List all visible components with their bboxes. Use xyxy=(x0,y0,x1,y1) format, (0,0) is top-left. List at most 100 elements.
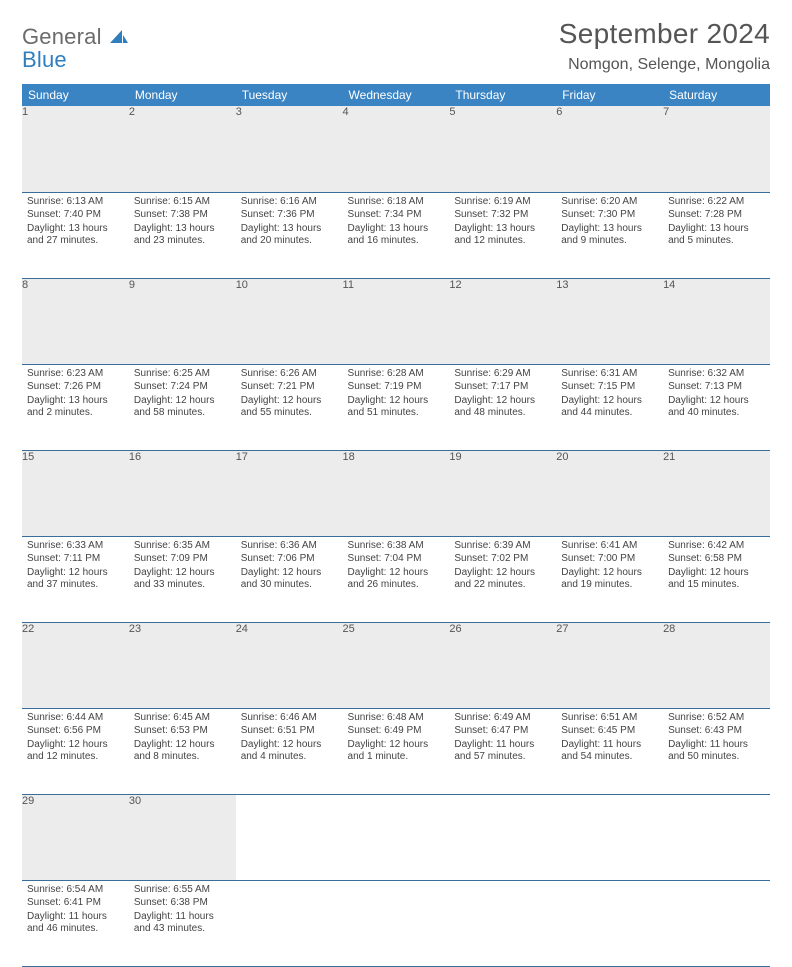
day-number: 7 xyxy=(663,106,770,192)
daylight-line: Daylight: 13 hours and 23 minutes. xyxy=(134,223,231,248)
sunrise-line: Sunrise: 6:23 AM xyxy=(27,368,124,381)
day-number: 24 xyxy=(236,622,343,708)
day-cell: Sunrise: 6:32 AMSunset: 7:13 PMDaylight:… xyxy=(663,364,770,450)
day-details: Sunrise: 6:48 AMSunset: 6:49 PMDaylight:… xyxy=(343,709,450,769)
day-cell: Sunrise: 6:15 AMSunset: 7:38 PMDaylight:… xyxy=(129,192,236,278)
day-cell: Sunrise: 6:20 AMSunset: 7:30 PMDaylight:… xyxy=(556,192,663,278)
day-cell: Sunrise: 6:39 AMSunset: 7:02 PMDaylight:… xyxy=(449,536,556,622)
day-cell: Sunrise: 6:55 AMSunset: 6:38 PMDaylight:… xyxy=(129,880,236,966)
sunset-line: Sunset: 6:51 PM xyxy=(241,725,338,738)
day-details: Sunrise: 6:31 AMSunset: 7:15 PMDaylight:… xyxy=(556,365,663,425)
sunrise-line: Sunrise: 6:54 AM xyxy=(27,884,124,897)
day-number: 1 xyxy=(22,106,129,192)
sunrise-line: Sunrise: 6:20 AM xyxy=(561,196,658,209)
sunrise-line: Sunrise: 6:41 AM xyxy=(561,540,658,553)
sunrise-line: Sunrise: 6:18 AM xyxy=(348,196,445,209)
sunset-line: Sunset: 6:45 PM xyxy=(561,725,658,738)
weekday-header: Sunday xyxy=(22,84,129,106)
day-details: Sunrise: 6:26 AMSunset: 7:21 PMDaylight:… xyxy=(236,365,343,425)
day-cell: Sunrise: 6:33 AMSunset: 7:11 PMDaylight:… xyxy=(22,536,129,622)
sunrise-line: Sunrise: 6:15 AM xyxy=(134,196,231,209)
sunset-line: Sunset: 7:28 PM xyxy=(668,209,765,222)
day-details: Sunrise: 6:18 AMSunset: 7:34 PMDaylight:… xyxy=(343,193,450,253)
day-cell: Sunrise: 6:49 AMSunset: 6:47 PMDaylight:… xyxy=(449,708,556,794)
day-cell: Sunrise: 6:48 AMSunset: 6:49 PMDaylight:… xyxy=(343,708,450,794)
day-number: 28 xyxy=(663,622,770,708)
day-details: Sunrise: 6:28 AMSunset: 7:19 PMDaylight:… xyxy=(343,365,450,425)
calendar-body: 1234567Sunrise: 6:13 AMSunset: 7:40 PMDa… xyxy=(22,106,770,966)
day-number: 8 xyxy=(22,278,129,364)
sunset-line: Sunset: 6:56 PM xyxy=(27,725,124,738)
day-details: Sunrise: 6:52 AMSunset: 6:43 PMDaylight:… xyxy=(663,709,770,769)
day-details: Sunrise: 6:23 AMSunset: 7:26 PMDaylight:… xyxy=(22,365,129,425)
daylight-line: Daylight: 12 hours and 19 minutes. xyxy=(561,567,658,592)
sunset-line: Sunset: 7:13 PM xyxy=(668,381,765,394)
sunset-line: Sunset: 6:58 PM xyxy=(668,553,765,566)
daylight-line: Daylight: 11 hours and 46 minutes. xyxy=(27,911,124,936)
sunset-line: Sunset: 7:15 PM xyxy=(561,381,658,394)
day-details: Sunrise: 6:25 AMSunset: 7:24 PMDaylight:… xyxy=(129,365,236,425)
day-number-row: 15161718192021 xyxy=(22,450,770,536)
sunrise-line: Sunrise: 6:33 AM xyxy=(27,540,124,553)
title-block: September 2024 Nomgon, Selenge, Mongolia xyxy=(559,18,770,74)
daylight-line: Daylight: 12 hours and 12 minutes. xyxy=(27,739,124,764)
day-details: Sunrise: 6:20 AMSunset: 7:30 PMDaylight:… xyxy=(556,193,663,253)
weekday-header: Tuesday xyxy=(236,84,343,106)
day-cell: Sunrise: 6:41 AMSunset: 7:00 PMDaylight:… xyxy=(556,536,663,622)
day-number-row: 1234567 xyxy=(22,106,770,192)
day-details: Sunrise: 6:42 AMSunset: 6:58 PMDaylight:… xyxy=(663,537,770,597)
daylight-line: Daylight: 11 hours and 57 minutes. xyxy=(454,739,551,764)
sunrise-line: Sunrise: 6:38 AM xyxy=(348,540,445,553)
daylight-line: Daylight: 12 hours and 55 minutes. xyxy=(241,395,338,420)
day-details: Sunrise: 6:54 AMSunset: 6:41 PMDaylight:… xyxy=(22,881,129,941)
day-cell: Sunrise: 6:44 AMSunset: 6:56 PMDaylight:… xyxy=(22,708,129,794)
day-number: 13 xyxy=(556,278,663,364)
day-details: Sunrise: 6:38 AMSunset: 7:04 PMDaylight:… xyxy=(343,537,450,597)
day-number-row: 2930 xyxy=(22,794,770,880)
day-details: Sunrise: 6:15 AMSunset: 7:38 PMDaylight:… xyxy=(129,193,236,253)
day-number: 12 xyxy=(449,278,556,364)
sunset-line: Sunset: 7:32 PM xyxy=(454,209,551,222)
sunset-line: Sunset: 7:24 PM xyxy=(134,381,231,394)
sunset-line: Sunset: 6:53 PM xyxy=(134,725,231,738)
weekday-header: Saturday xyxy=(663,84,770,106)
sunset-line: Sunset: 7:06 PM xyxy=(241,553,338,566)
sunrise-line: Sunrise: 6:48 AM xyxy=(348,712,445,725)
daylight-line: Daylight: 12 hours and 37 minutes. xyxy=(27,567,124,592)
sunrise-line: Sunrise: 6:51 AM xyxy=(561,712,658,725)
day-cell: Sunrise: 6:45 AMSunset: 6:53 PMDaylight:… xyxy=(129,708,236,794)
sunrise-line: Sunrise: 6:19 AM xyxy=(454,196,551,209)
day-number: 16 xyxy=(129,450,236,536)
day-details: Sunrise: 6:44 AMSunset: 6:56 PMDaylight:… xyxy=(22,709,129,769)
day-cell: Sunrise: 6:25 AMSunset: 7:24 PMDaylight:… xyxy=(129,364,236,450)
day-cell xyxy=(449,880,556,966)
day-number: 6 xyxy=(556,106,663,192)
sunset-line: Sunset: 7:09 PM xyxy=(134,553,231,566)
sunrise-line: Sunrise: 6:35 AM xyxy=(134,540,231,553)
day-number xyxy=(236,794,343,880)
day-details: Sunrise: 6:36 AMSunset: 7:06 PMDaylight:… xyxy=(236,537,343,597)
page-subtitle: Nomgon, Selenge, Mongolia xyxy=(559,56,770,74)
day-number: 21 xyxy=(663,450,770,536)
day-details: Sunrise: 6:45 AMSunset: 6:53 PMDaylight:… xyxy=(129,709,236,769)
daylight-line: Daylight: 12 hours and 26 minutes. xyxy=(348,567,445,592)
day-details: Sunrise: 6:41 AMSunset: 7:00 PMDaylight:… xyxy=(556,537,663,597)
day-cell: Sunrise: 6:31 AMSunset: 7:15 PMDaylight:… xyxy=(556,364,663,450)
sunrise-line: Sunrise: 6:44 AM xyxy=(27,712,124,725)
day-number: 10 xyxy=(236,278,343,364)
day-content-row: Sunrise: 6:33 AMSunset: 7:11 PMDaylight:… xyxy=(22,536,770,622)
logo: General Blue xyxy=(22,18,128,71)
sunset-line: Sunset: 7:11 PM xyxy=(27,553,124,566)
sunset-line: Sunset: 6:43 PM xyxy=(668,725,765,738)
sunset-line: Sunset: 6:49 PM xyxy=(348,725,445,738)
logo-line1: General xyxy=(22,24,102,49)
sunset-line: Sunset: 7:40 PM xyxy=(27,209,124,222)
day-details: Sunrise: 6:29 AMSunset: 7:17 PMDaylight:… xyxy=(449,365,556,425)
weekday-header: Wednesday xyxy=(343,84,450,106)
sunrise-line: Sunrise: 6:25 AM xyxy=(134,368,231,381)
day-cell: Sunrise: 6:42 AMSunset: 6:58 PMDaylight:… xyxy=(663,536,770,622)
day-number: 11 xyxy=(343,278,450,364)
sunset-line: Sunset: 7:19 PM xyxy=(348,381,445,394)
day-cell: Sunrise: 6:13 AMSunset: 7:40 PMDaylight:… xyxy=(22,192,129,278)
daylight-line: Daylight: 12 hours and 4 minutes. xyxy=(241,739,338,764)
